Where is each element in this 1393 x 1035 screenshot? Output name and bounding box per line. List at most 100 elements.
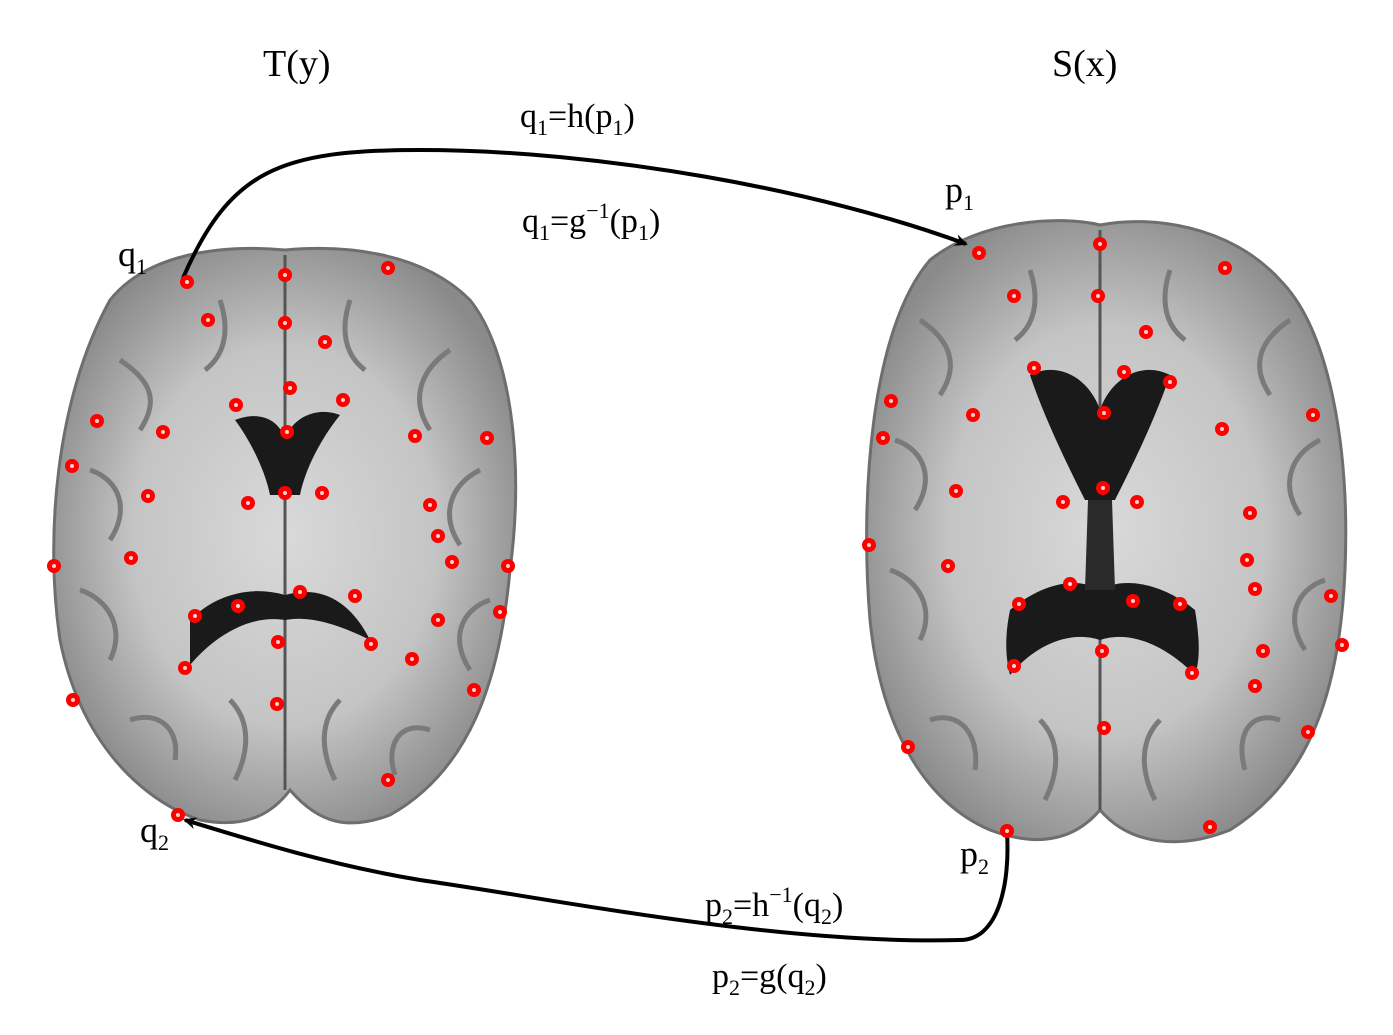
template-landmark-center-16 (146, 494, 150, 498)
subject-title: S(x) (1052, 43, 1118, 85)
subject-landmark-center-18 (1101, 486, 1105, 490)
template-landmark-center-25 (506, 564, 510, 568)
subject-landmark-center-15 (1220, 427, 1224, 431)
template-ventricle-anterior (235, 411, 340, 495)
subject-landmark-center-6 (1144, 330, 1148, 334)
subject-landmark-center-40 (1208, 825, 1212, 829)
template-landmark-center-6 (323, 340, 327, 344)
equation-p2-g: p2=g(q2) (712, 958, 827, 1000)
subject-landmark-center-3 (1223, 266, 1227, 270)
subject-landmark-center-24 (1068, 582, 1072, 586)
subject-landmark-center-4 (1012, 294, 1016, 298)
template-landmark-center-7 (288, 386, 292, 390)
subject-landmark-center-34 (1190, 671, 1194, 675)
template-landmark-center-3 (386, 266, 390, 270)
template-landmark-center-29 (353, 594, 357, 598)
subject-landmark-center-14 (881, 436, 885, 440)
template-landmark-center-30 (276, 640, 280, 644)
subject-landmark-center-32 (1340, 643, 1344, 647)
template-landmark-center-37 (275, 702, 279, 706)
forward-arrow (181, 147, 968, 279)
template-landmark-center-32 (436, 618, 440, 622)
subject-landmark-center-9 (1168, 380, 1172, 384)
subject-ventricle-anterior (1030, 369, 1170, 500)
template-landmark-center-8 (234, 403, 238, 407)
template-landmark-center-36 (71, 698, 75, 702)
subject-brain (865, 219, 1348, 844)
subject-landmark-center-17 (1061, 500, 1065, 504)
template-landmark-center-4 (206, 318, 210, 322)
label-q1: q1 (118, 234, 147, 279)
subject-landmark-center-29 (1329, 594, 1333, 598)
subject-landmark-center-23 (1245, 558, 1249, 562)
subject-landmark-center-10 (889, 399, 893, 403)
template-landmark-center-31 (369, 642, 373, 646)
template-landmark-center-19 (320, 491, 324, 495)
label-p2: p2 (960, 834, 989, 879)
subject-ventricle-posterior (1006, 582, 1199, 675)
subject-landmark-center-28 (1253, 587, 1257, 591)
template-landmark-center-10 (285, 430, 289, 434)
subject-landmark-center-1 (977, 251, 981, 255)
template-landmark-center-18 (283, 491, 287, 495)
template-landmark-center-33 (498, 610, 502, 614)
template-landmark-center-9 (341, 398, 345, 402)
subject-landmark-center-20 (1248, 511, 1252, 515)
subject-landmark-center-36 (1102, 726, 1106, 730)
template-landmark-center-15 (70, 464, 74, 468)
subject-landmark-center-2 (1098, 242, 1102, 246)
subject-landmark-center-7 (1032, 366, 1036, 370)
template-landmark-center-35 (410, 657, 414, 661)
template-sulci (79, 299, 491, 782)
template-landmark-center-1 (185, 280, 189, 284)
subject-landmark-center-39 (1005, 829, 1009, 833)
template-landmark-center-12 (161, 430, 165, 434)
template-landmark-center-27 (236, 604, 240, 608)
equation-p2-hinv: p2=h−1(q2) (705, 882, 844, 929)
subject-landmark-center-13 (1311, 413, 1315, 417)
label-q2: q2 (140, 810, 169, 855)
template-landmark-center-13 (413, 434, 417, 438)
template-landmark-center-11 (95, 419, 99, 423)
label-p1: p1 (945, 170, 974, 215)
subject-landmark-center-25 (1017, 602, 1021, 606)
template-brain (52, 246, 518, 825)
template-landmark-center-26 (193, 614, 197, 618)
template-landmark-center-17 (246, 501, 250, 505)
equation-q1-ginv: q1=g−1(p1) (522, 198, 661, 245)
subject-landmark-center-16 (954, 489, 958, 493)
subject-landmark-center-11 (971, 413, 975, 417)
equation-q1-h: q1=h(p1) (520, 98, 635, 140)
subject-landmark-center-37 (906, 745, 910, 749)
template-landmark-center-22 (52, 564, 56, 568)
subject-landmark-center-21 (867, 543, 871, 547)
subject-landmark-center-19 (1135, 500, 1139, 504)
subject-landmark-center-26 (1131, 599, 1135, 603)
subject-sulci (889, 269, 1326, 802)
subject-landmark-center-31 (1261, 649, 1265, 653)
template-landmark-center-24 (450, 560, 454, 564)
template-title: T(y) (263, 43, 331, 85)
template-landmark-center-28 (298, 590, 302, 594)
template-landmark-center-21 (436, 534, 440, 538)
subject-landmark-center-27 (1178, 602, 1182, 606)
template-landmark-center-14 (485, 436, 489, 440)
template-landmark-center-20 (428, 503, 432, 507)
subject-landmark-center-30 (1100, 649, 1104, 653)
template-landmark-center-39 (386, 778, 390, 782)
subject-landmark-center-22 (946, 564, 950, 568)
template-landmark-center-5 (283, 321, 287, 325)
template-landmark-center-2 (283, 273, 287, 277)
template-landmark-center-23 (129, 556, 133, 560)
template-landmark-center-34 (183, 666, 187, 670)
subject-third-ventricle (1085, 500, 1115, 590)
subject-landmark-center-8 (1122, 370, 1126, 374)
backward-arrow (183, 817, 1010, 943)
template-landmark-center-38 (472, 688, 476, 692)
subject-landmark-center-38 (1306, 730, 1310, 734)
template-landmark-center-40 (176, 813, 180, 817)
landmarks (47, 237, 1349, 838)
subject-landmark-center-33 (1012, 664, 1016, 668)
